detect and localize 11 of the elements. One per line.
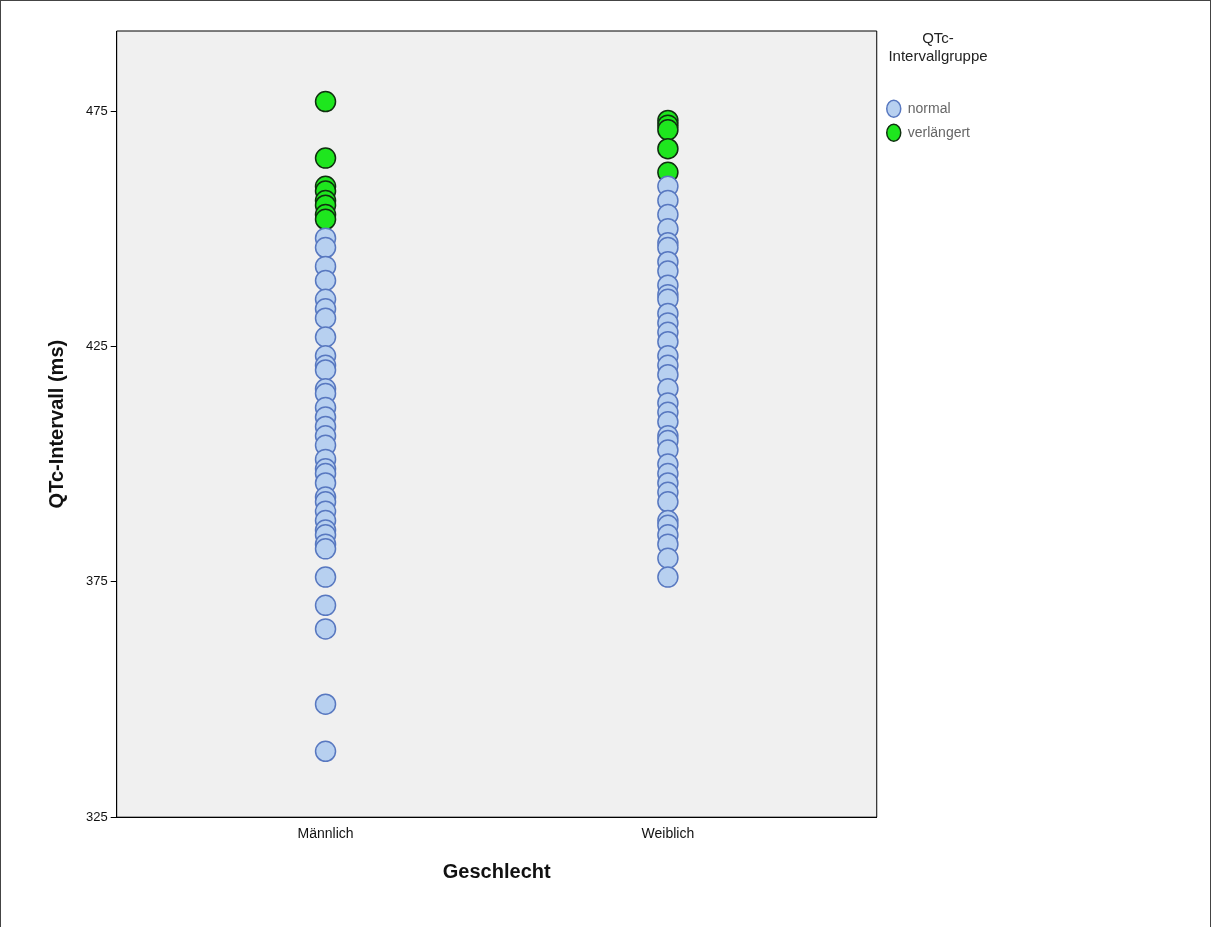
y-tick-label: 375 bbox=[85, 573, 108, 589]
legend-title: QTc-Intervallgruppe bbox=[887, 29, 989, 65]
x-tick-label: Weiblich bbox=[641, 825, 695, 842]
y-axis-title: QTc-Intervall (ms) bbox=[44, 339, 67, 509]
x-tick-label: Männlich bbox=[297, 825, 354, 842]
y-tick-label: 425 bbox=[85, 338, 108, 353]
legend-label: normal bbox=[907, 99, 951, 116]
x-axis-title: Geschlecht bbox=[442, 859, 551, 882]
y-tick-label: 325 bbox=[85, 808, 108, 824]
y-tick-label: 475 bbox=[85, 102, 108, 118]
legend-label: verlängert bbox=[907, 123, 971, 140]
